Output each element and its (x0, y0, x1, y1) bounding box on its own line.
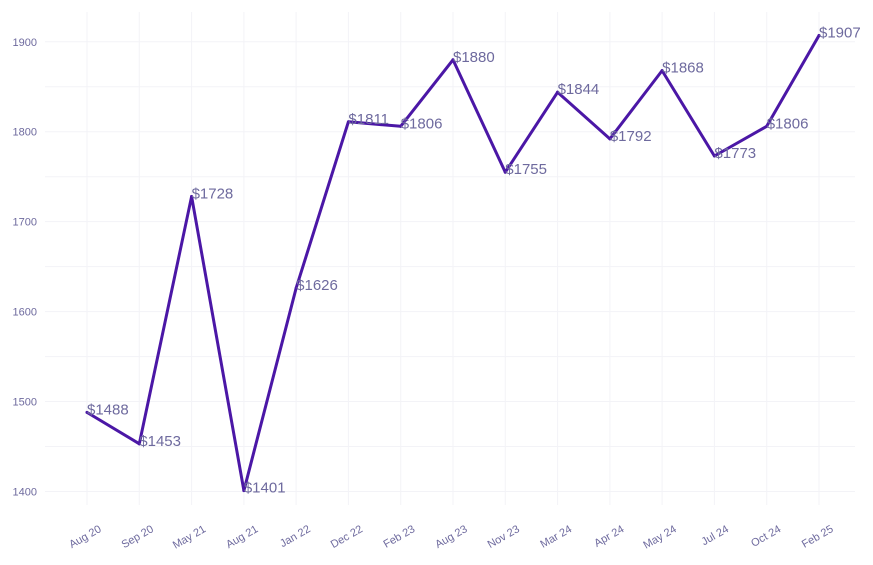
data-label: $1626 (296, 277, 338, 294)
data-label: $1401 (244, 480, 286, 497)
data-point (556, 90, 560, 94)
data-point (817, 34, 821, 38)
x-tick-label: Feb 25 (800, 523, 836, 551)
y-tick-label: 1600 (13, 307, 37, 319)
data-label: $1806 (767, 115, 809, 132)
x-tick-label: Jul 24 (700, 523, 731, 548)
y-axis-ticks: 1400 1500 1600 1700 1800 1900 (13, 37, 37, 499)
data-point (712, 154, 716, 158)
data-label: $1880 (453, 49, 495, 66)
data-point (451, 58, 455, 62)
grid (45, 12, 855, 505)
x-tick-label: Nov 23 (486, 523, 522, 551)
data-point (765, 124, 769, 128)
x-tick-label: Aug 21 (224, 523, 260, 551)
data-label: $1844 (558, 81, 600, 98)
x-axis-ticks: Aug 20 Sep 20 May 21 Aug 21 Jan 22 Dec 22 Feb … (67, 523, 835, 551)
data-label: $1868 (662, 60, 704, 77)
data-label: $1792 (610, 128, 652, 145)
data-point (399, 124, 403, 128)
series-line-layer (85, 34, 821, 493)
data-label: $1773 (714, 145, 756, 162)
x-tick-label: Aug 23 (433, 523, 469, 551)
data-label: $1453 (139, 433, 181, 450)
x-tick-label: Sep 20 (120, 523, 156, 551)
y-tick-label: 1800 (13, 127, 37, 139)
data-label: $1806 (401, 115, 443, 132)
data-label: $1488 (87, 401, 129, 418)
data-point (608, 137, 612, 141)
y-tick-label: 1400 (13, 487, 37, 499)
data-point (137, 442, 141, 446)
data-point (660, 69, 664, 73)
data-label: $1811 (348, 111, 389, 128)
data-point (503, 170, 507, 174)
x-tick-label: Aug 20 (67, 523, 103, 551)
data-label: $1907 (819, 25, 861, 42)
y-tick-label: 1500 (13, 397, 37, 409)
y-tick-label: 1700 (13, 217, 37, 229)
data-point (294, 286, 298, 290)
x-tick-label: Mar 24 (538, 523, 574, 551)
x-tick-label: May 21 (171, 523, 208, 551)
data-point (85, 410, 89, 414)
data-point (242, 489, 246, 493)
data-labels: $1488 $1453 $1728 $1401 $1626 $1811 $1806 $1880… (87, 25, 861, 497)
x-tick-label: Dec 22 (329, 523, 365, 551)
data-label: $1755 (505, 161, 547, 178)
x-tick-label: Oct 24 (749, 523, 783, 550)
data-point (346, 120, 350, 124)
x-tick-label: May 24 (641, 523, 678, 551)
x-tick-label: Jan 22 (278, 523, 313, 550)
x-tick-label: Feb 23 (382, 523, 418, 551)
data-label: $1728 (192, 185, 234, 202)
y-tick-label: 1900 (13, 37, 37, 49)
x-tick-label: Apr 24 (592, 523, 626, 550)
data-point (190, 194, 194, 198)
